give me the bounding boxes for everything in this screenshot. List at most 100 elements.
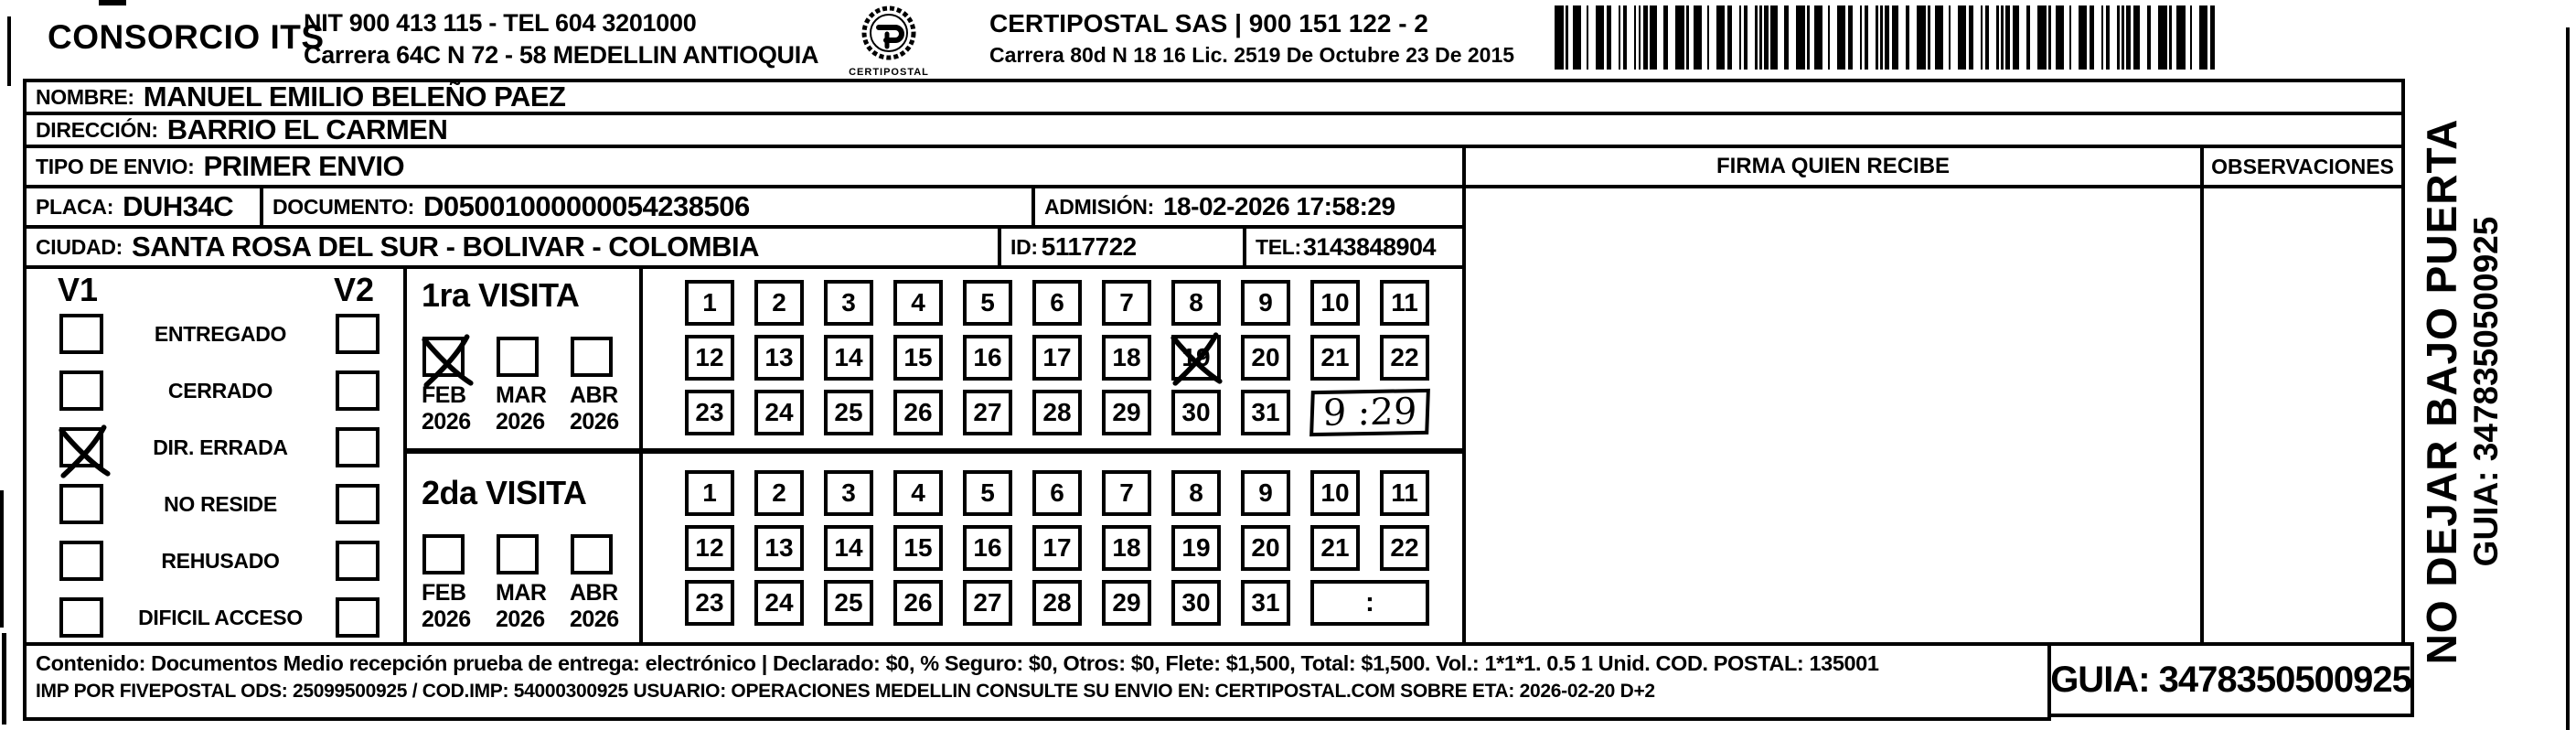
day-cell-6: 6 xyxy=(1032,470,1082,516)
documento-label: DOCUMENTO: xyxy=(273,194,415,219)
barcode-bar xyxy=(2037,5,2047,70)
day-cell-10: 10 xyxy=(1310,470,1360,516)
barcode xyxy=(1555,5,2222,70)
day-cell-1: 1 xyxy=(685,280,734,326)
day-cell-27: 27 xyxy=(963,580,1012,626)
barcode-bar xyxy=(2132,5,2140,70)
barcode-bar xyxy=(1847,5,1853,70)
certipostal-stamp-icon xyxy=(861,5,916,60)
field-ciudad: CIUDAD: SANTA ROSA DEL SUR - BOLIVAR - C… xyxy=(23,225,1001,269)
v1-checkbox xyxy=(59,314,103,354)
barcode-bar xyxy=(2210,5,2215,70)
month-checkbox xyxy=(571,534,613,574)
status-options: ENTREGADO CERRADO DIR. ERRADA NO RESIDE REHU… xyxy=(27,306,403,642)
barcode-bar xyxy=(1928,5,1930,70)
day-cell-16: 16 xyxy=(963,335,1012,381)
tel-value: 3143848904 xyxy=(1302,232,1437,261)
day-cell-1: 1 xyxy=(685,470,734,516)
day-cell-24: 24 xyxy=(754,390,804,435)
barcode-bar xyxy=(2175,5,2186,70)
nombre-value: MANUEL EMILIO BELEÑO PAEZ xyxy=(143,81,566,113)
calendar-panel: 1 2 3 4 5 6 7 8 9 10 11 12 13 14 15 16 17 18 19 20 21 22 23 24 2… xyxy=(639,265,1466,646)
day-cell-8: 8 xyxy=(1171,280,1221,326)
company-nit-line: NIT 900 413 115 - TEL 604 3201000 xyxy=(304,9,697,37)
day-cell-25: 25 xyxy=(824,580,873,626)
day-cell-31: 31 xyxy=(1241,390,1290,435)
day-cell-24: 24 xyxy=(754,580,804,626)
day-cell-20: 20 xyxy=(1241,335,1290,381)
side-guia-number: GUIA: 3478350500925 xyxy=(2467,216,2505,567)
certipostal-logo: CERTIPOSTAL xyxy=(843,4,935,82)
v1-column-header: V1 xyxy=(58,271,99,308)
barcode-bar xyxy=(1675,5,1684,70)
v2-checkbox xyxy=(336,370,379,411)
day-cell-15: 15 xyxy=(893,335,943,381)
tipo-envio-value: PRIMER ENVIO xyxy=(203,150,405,182)
status-option-label: NO RESIDE xyxy=(164,491,277,516)
day-cell-28: 28 xyxy=(1032,390,1082,435)
scan-artifact xyxy=(2,633,6,725)
barcode-bar xyxy=(1595,5,1605,70)
barcode-bar xyxy=(1905,5,1910,70)
barcode-bar xyxy=(1969,5,1973,70)
v1-checkbox xyxy=(59,597,103,638)
v2-checkbox xyxy=(336,314,379,354)
day-cell-12: 12 xyxy=(685,335,734,381)
barcode-bar xyxy=(1586,5,1588,70)
barcode-bar xyxy=(2001,5,2004,70)
month-year: 2026 xyxy=(422,607,471,632)
barcode-bar xyxy=(1885,5,1889,70)
right-edge-line xyxy=(2566,27,2570,730)
barcode-bar xyxy=(1859,5,1862,70)
month-option-abr: ABR 2026 xyxy=(570,337,619,435)
tipo-envio-label: TIPO DE ENVIO: xyxy=(36,154,195,178)
company-name: CONSORCIO ITS xyxy=(48,18,325,56)
day-cell-21: 21 xyxy=(1310,525,1360,571)
barcode-bar xyxy=(1784,5,1790,70)
day-cell-26: 26 xyxy=(893,580,943,626)
barcode-bar xyxy=(1770,5,1778,70)
status-option-label: ENTREGADO xyxy=(154,321,287,346)
month-checkbox xyxy=(422,534,465,574)
barcode-bar xyxy=(1618,5,1620,70)
footer-info-box: Contenido: Documentos Medio recepción pr… xyxy=(23,642,2051,721)
day-cell-23: 23 xyxy=(685,390,734,435)
second-visit-calendar: 1 2 3 4 5 6 7 8 9 10 11 12 13 14 15 16 17 18 19 20 21 22 23 24 2… xyxy=(685,470,1462,628)
placa-value: DUH34C xyxy=(123,190,234,222)
barcode-bar xyxy=(1555,5,1564,70)
certipostal-address-line: Carrera 80d N 18 16 Lic. 2519 De Octubre… xyxy=(989,43,1515,67)
barcode-bar xyxy=(1743,5,1748,70)
status-option-label: DIR. ERRADA xyxy=(153,435,288,459)
footer-imp-line: IMP POR FIVEPOSTAL ODS: 25099500925 / CO… xyxy=(36,681,1655,702)
placa-label: PLACA: xyxy=(36,194,114,219)
time-box-handwritten: 9 :29 xyxy=(1309,388,1430,437)
barcode-bar xyxy=(2146,5,2152,70)
field-placa: PLACA: DUH34C xyxy=(23,185,263,229)
v2-checkbox xyxy=(336,541,379,581)
ciudad-value: SANTA ROSA DEL SUR - BOLIVAR - COLOMBIA xyxy=(132,231,760,263)
observaciones-area xyxy=(2200,185,2405,646)
barcode-bar xyxy=(1663,5,1669,70)
status-row-cerrado: CERRADO xyxy=(27,362,403,419)
day-cell-7: 7 xyxy=(1102,280,1151,326)
day-cell-5: 5 xyxy=(963,280,1012,326)
firma-signature-area xyxy=(1462,185,2204,646)
time-box: : xyxy=(1310,580,1429,626)
barcode-bar xyxy=(2026,5,2031,70)
barcode-bar xyxy=(2005,5,2010,70)
status-option-label: CERRADO xyxy=(167,378,273,403)
month-option-feb: FEB 2026 xyxy=(422,534,471,633)
tel-label: TEL: xyxy=(1256,234,1301,259)
barcode-bar xyxy=(2158,5,2167,70)
barcode-bar xyxy=(1706,5,1709,70)
status-row-no-reside: NO RESIDE xyxy=(27,476,403,532)
day-cell-4: 4 xyxy=(893,470,943,516)
day-cell-13: 13 xyxy=(754,525,804,571)
month-checkbox xyxy=(422,334,474,388)
month-label: FEB xyxy=(422,580,466,606)
day-cell-29: 29 xyxy=(1102,580,1151,626)
field-direccion: DIRECCIÓN: BARRIO EL CARMEN xyxy=(23,112,2405,148)
barcode-bar xyxy=(2117,5,2120,70)
observaciones-header: OBSERVACIONES xyxy=(2200,145,2405,188)
